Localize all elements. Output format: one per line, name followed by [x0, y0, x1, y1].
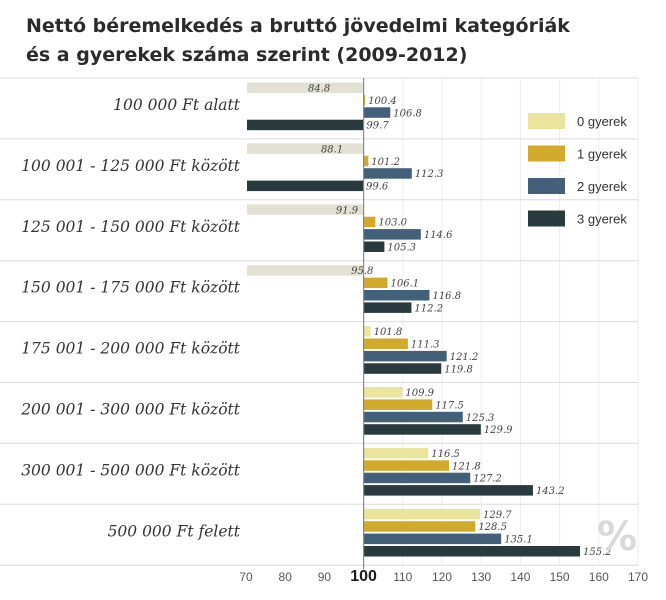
legend-swatch-2-gyerek [528, 178, 565, 194]
data-label: 84.8 [308, 84, 330, 95]
data-label: 143.2 [536, 486, 565, 497]
bar-3-gyerek [247, 180, 364, 192]
category-label: 175 001 - 200 000 Ft között [21, 340, 241, 358]
bar-2-gyerek [363, 290, 430, 301]
chart-title: Nettó béremelkedés a bruttó jövedelmi ka… [26, 12, 646, 70]
category-label: 100 001 - 125 000 Ft között [21, 157, 241, 175]
bar-1-gyerek [363, 277, 388, 289]
legend-label: 3 gyerek [577, 212, 627, 227]
legend-label: 1 gyerek [577, 147, 627, 162]
x-tick-label: 120 [432, 570, 452, 584]
percent-mark: % [597, 514, 638, 560]
data-label: 111.3 [411, 340, 440, 351]
legend-swatch-3-gyerek [528, 210, 565, 227]
data-label: 125.3 [466, 413, 495, 424]
data-label: 106.1 [391, 279, 420, 290]
data-label: 88.1 [321, 144, 343, 155]
x-tick-label: 140 [510, 570, 530, 584]
data-label: 112.2 [414, 303, 443, 314]
bar-0-gyerek [363, 447, 429, 459]
data-label: 101.2 [371, 157, 400, 168]
bar-0-gyerek [363, 387, 403, 398]
data-label: 91.9 [336, 205, 359, 216]
data-label: 112.3 [415, 169, 444, 180]
data-label: 135.1 [504, 535, 533, 546]
bar-1-gyerek [363, 460, 450, 471]
data-label: 127.2 [473, 474, 502, 485]
bar-2-gyerek [363, 411, 463, 423]
data-label: 116.8 [432, 291, 461, 302]
category-label: 500 000 Ft felett [108, 522, 241, 540]
category-label: 200 001 - 300 000 Ft között [20, 401, 241, 419]
data-label: 116.5 [431, 449, 460, 460]
x-tick-label: 80 [279, 570, 293, 584]
x-tick-label: 170 [628, 570, 648, 584]
bar-1-gyerek [363, 216, 376, 228]
category-label: 300 001 - 500 000 Ft között [21, 461, 241, 479]
data-label: 117.5 [435, 400, 464, 411]
bar-3-gyerek [363, 302, 412, 313]
bar-0-gyerek [247, 82, 364, 93]
data-label: 129.9 [484, 425, 513, 436]
bar-3-gyerek [363, 546, 580, 557]
data-label: 155.2 [583, 547, 612, 558]
bar-2-gyerek [363, 107, 391, 118]
data-label: 106.8 [393, 108, 422, 119]
bar-0-gyerek [247, 143, 364, 154]
chart-title-line-1: Nettó béremelkedés a bruttó jövedelmi ka… [26, 15, 570, 37]
x-tick-label: 90 [318, 570, 332, 584]
bar-3-gyerek [247, 119, 364, 131]
legend-label: 2 gyerek [577, 179, 627, 194]
category-label: 125 001 - 150 000 Ft között [21, 218, 241, 236]
bar-0-gyerek [363, 508, 481, 520]
data-label: 101.8 [374, 327, 403, 338]
chart-title-line-2: és a gyerekek száma szerint (2009-2012) [26, 44, 468, 66]
bar-1-gyerek [363, 94, 366, 106]
category-label: 100 000 Ft alatt [113, 96, 241, 114]
data-label: 100.4 [368, 96, 397, 107]
data-label: 129.7 [483, 510, 512, 521]
x-tick-label: 150 [550, 570, 570, 584]
legend-swatch-0-gyerek [528, 113, 565, 129]
data-label: 121.2 [450, 352, 479, 363]
data-label: 121.8 [452, 461, 481, 472]
data-label: 99.7 [366, 121, 389, 132]
data-label: 119.8 [444, 364, 473, 375]
x-tick-label: 130 [471, 570, 491, 584]
data-label: 99.6 [366, 182, 389, 193]
bar-0-gyerek [247, 204, 364, 215]
bar-3-gyerek [363, 424, 481, 435]
bar-1-gyerek [363, 338, 408, 349]
data-label: 114.6 [424, 230, 453, 241]
bar-0-gyerek [247, 265, 364, 276]
x-tick-label: 70 [239, 570, 253, 584]
data-label: 103.0 [378, 218, 407, 229]
bar-3-gyerek [363, 485, 533, 496]
bar-3-gyerek [363, 363, 442, 374]
data-label: 105.3 [387, 243, 416, 254]
bar-2-gyerek [363, 229, 421, 240]
bar-2-gyerek [363, 533, 502, 545]
bar-3-gyerek [363, 241, 385, 252]
data-label: 128.5 [478, 522, 507, 533]
x-tick-label: 160 [589, 570, 609, 584]
bar-1-gyerek [363, 399, 433, 410]
bar-1-gyerek [363, 155, 369, 167]
bar-2-gyerek [363, 472, 471, 484]
bar-1-gyerek [363, 521, 476, 532]
legend-label: 0 gyerek [577, 114, 627, 129]
x-tick-label: 100 [350, 568, 377, 585]
bar-2-gyerek [363, 350, 447, 362]
category-label: 150 001 - 175 000 Ft között [21, 279, 241, 297]
bar-2-gyerek [363, 168, 412, 179]
x-tick-label: 110 [393, 570, 412, 584]
data-label: 95.8 [351, 266, 373, 277]
data-label: 109.9 [405, 388, 434, 399]
legend-swatch-1-gyerek [528, 145, 565, 162]
bar-0-gyerek [363, 326, 371, 337]
